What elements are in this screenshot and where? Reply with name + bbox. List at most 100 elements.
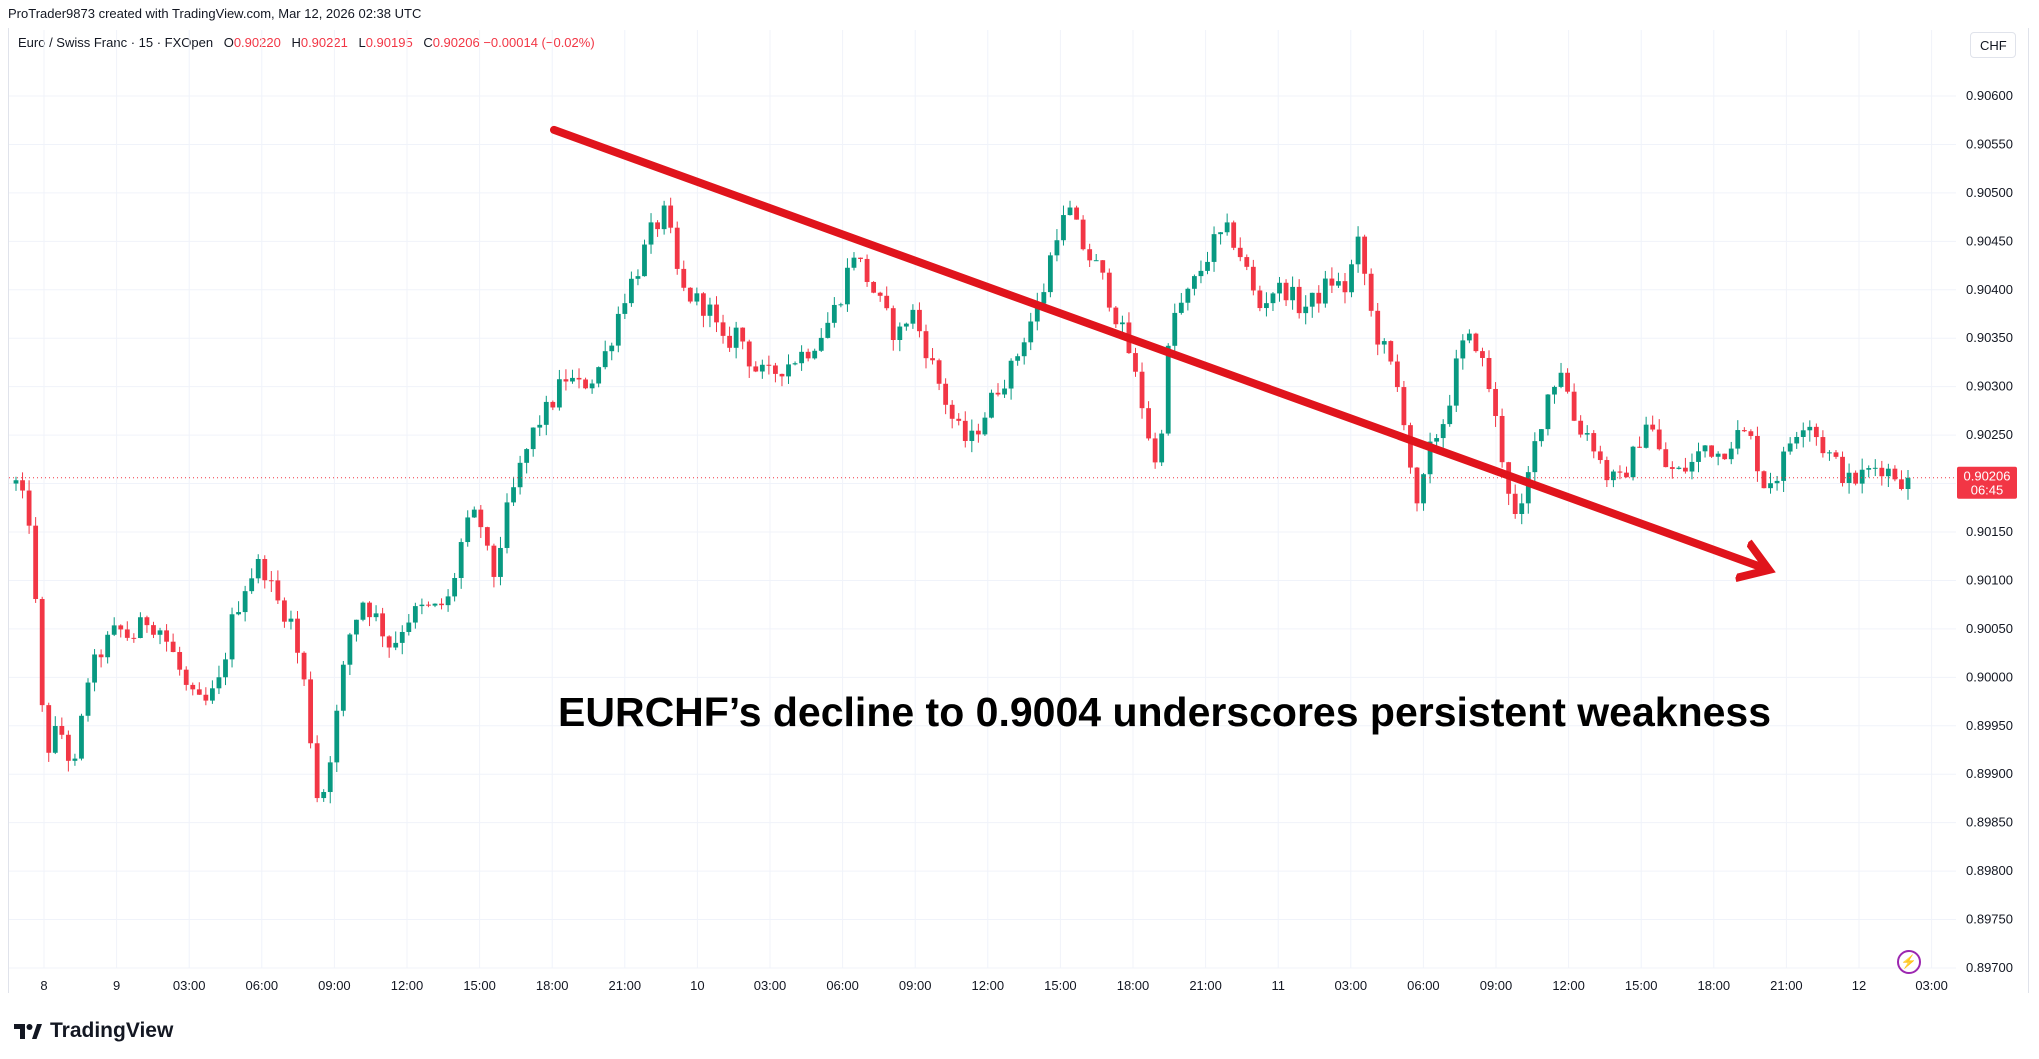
price-tick-label: 0.90350	[1966, 330, 2013, 345]
candle-body	[1257, 290, 1263, 309]
candle-body	[923, 331, 929, 359]
candle-body	[268, 580, 274, 582]
symbol-legend: Euro / Swiss Franc · 15 · FXOpen O0.9022…	[18, 35, 595, 50]
lightning-icon[interactable]: ⚡	[1897, 950, 1921, 974]
time-tick-label: 12	[1852, 978, 1866, 993]
candle-body	[1715, 453, 1721, 457]
candle-body	[1146, 408, 1151, 439]
candle-body	[1702, 445, 1708, 452]
candle-body	[517, 462, 523, 488]
price-tag-price: 0.90206	[1964, 469, 2011, 484]
candle-body	[563, 379, 569, 382]
candle-body	[930, 358, 935, 361]
candle-body	[903, 323, 909, 327]
candle-body	[884, 295, 890, 309]
price-tick-label: 0.89750	[1966, 912, 2013, 927]
candle-body	[720, 322, 726, 336]
candle-body	[111, 625, 117, 635]
trend-arrow-group	[550, 125, 1766, 569]
time-tick-label: 03:00	[754, 978, 787, 993]
currency-button[interactable]: CHF	[1970, 32, 2016, 58]
candle-body	[249, 578, 255, 592]
candle-body	[33, 525, 39, 600]
candle-body	[543, 401, 549, 425]
candle-body	[39, 599, 45, 706]
candle-body	[858, 257, 863, 259]
candle-body	[1316, 292, 1322, 304]
candle-body	[1748, 431, 1754, 436]
price-tag-box	[1957, 466, 2017, 499]
candle-body	[59, 726, 65, 735]
candle-body	[255, 558, 261, 579]
candle-body	[1277, 282, 1282, 294]
symbol-name[interactable]: Euro / Swiss Franc · 15 · FXOpen	[18, 35, 214, 50]
candle-body	[419, 604, 425, 607]
candle-body	[1061, 215, 1066, 241]
candle-body	[1813, 426, 1819, 438]
candle-body	[1283, 282, 1289, 301]
price-tick-label: 0.89950	[1966, 718, 2013, 733]
time-tick-label: 15:00	[463, 978, 496, 993]
candle-body	[1833, 452, 1839, 457]
change-value: −0.00014 (−0.02%)	[483, 35, 595, 50]
candle-body	[570, 377, 575, 382]
candle-body	[124, 629, 130, 638]
tradingview-wordmark: TradingView	[50, 1019, 174, 1042]
candle-body	[1532, 441, 1538, 473]
candle-body	[203, 694, 209, 701]
candle-body	[1205, 261, 1210, 271]
candle-body	[1309, 292, 1315, 307]
candle-body	[190, 684, 196, 690]
candle-body	[871, 281, 877, 293]
candle-body	[1296, 286, 1302, 314]
candle-body	[1663, 449, 1669, 468]
candle-body	[504, 502, 510, 548]
candle-body	[157, 630, 163, 635]
candle-body	[1519, 503, 1525, 514]
candle-body	[1237, 247, 1243, 258]
candle-body	[229, 614, 235, 660]
price-tag-countdown: 06:45	[1971, 483, 2004, 498]
candle-body	[740, 327, 746, 342]
close-label: C	[423, 35, 433, 50]
candle-body	[1159, 433, 1165, 463]
candle-body	[1486, 357, 1492, 389]
candle-body	[962, 420, 968, 441]
candle-body	[1899, 479, 1904, 490]
candle-body	[825, 322, 831, 338]
candle-body	[1218, 232, 1223, 235]
candle-body	[1336, 281, 1341, 286]
candle-body	[995, 392, 1001, 395]
candle-body	[412, 606, 418, 623]
candle-body	[196, 689, 202, 695]
candle-body	[354, 619, 359, 635]
candle-body	[1355, 236, 1361, 265]
time-tick-label: 18:00	[1117, 978, 1150, 993]
candles-group	[13, 197, 1911, 804]
candle-body	[1034, 303, 1040, 322]
chart-grid	[9, 30, 1956, 969]
high-value: 0.90221	[300, 35, 348, 50]
candle-body	[1879, 467, 1885, 477]
candle-body	[897, 326, 903, 340]
candle-body	[556, 379, 562, 408]
candle-body	[1885, 468, 1891, 477]
candle-body	[1322, 278, 1328, 304]
candle-body	[910, 309, 916, 324]
candle-body	[1414, 467, 1420, 504]
candle-body	[1866, 468, 1872, 470]
candle-body	[52, 726, 58, 753]
candle-body	[1768, 483, 1773, 489]
candle-body	[786, 364, 791, 377]
candle-body	[1198, 270, 1204, 277]
candle-body	[321, 792, 327, 799]
candle-body	[1362, 236, 1368, 274]
candle-body	[1676, 467, 1682, 469]
candle-body	[642, 244, 647, 277]
candle-body	[1610, 471, 1616, 481]
candle-body	[681, 268, 687, 288]
candle-body	[668, 205, 674, 228]
candle-body	[1224, 222, 1230, 233]
time-tick-label: 15:00	[1044, 978, 1077, 993]
